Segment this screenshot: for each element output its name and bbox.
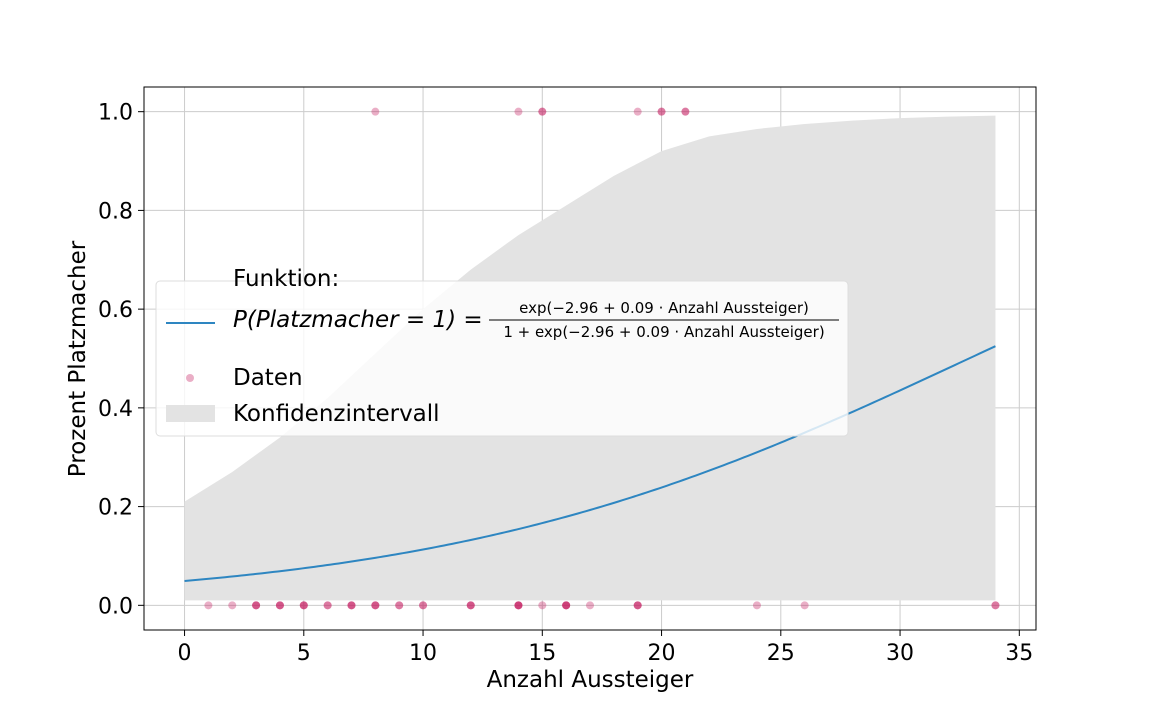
legend-points-swatch (186, 374, 194, 382)
data-point (323, 601, 332, 610)
y-tick-label: 0.2 (98, 496, 133, 521)
data-point (371, 601, 380, 610)
data-point (299, 601, 308, 610)
x-tick-label: 30 (886, 641, 914, 666)
x-tick-label: 35 (1005, 641, 1033, 666)
data-point (347, 601, 356, 610)
x-tick-label: 25 (767, 641, 795, 666)
data-point (204, 601, 213, 610)
x-axis-label: Anzahl Aussteiger (487, 667, 694, 693)
legend-title: Funktion: (233, 266, 339, 292)
x-tick-label: 10 (409, 641, 437, 666)
data-point (562, 601, 571, 610)
data-point (275, 601, 284, 610)
legend-formula-denominator: 1 + exp(−2.96 + 0.09 · Anzahl Aussteiger… (503, 323, 824, 341)
data-point (562, 601, 571, 610)
data-point (586, 601, 594, 610)
data-point (371, 601, 380, 610)
data-point (991, 601, 1000, 610)
data-point (275, 601, 284, 610)
y-tick-label: 1.0 (98, 101, 133, 126)
data-point (538, 107, 547, 116)
tick-labels: 0 5 10 15 20 25 30 35 0.0 0.2 0.4 0.6 0.8 1.0 (98, 101, 1033, 666)
legend-band-swatch (166, 405, 215, 422)
x-tick-label: 5 (297, 641, 311, 666)
axes (138, 86, 1037, 636)
data-point (991, 601, 1000, 610)
legend-formula-lhs: P(Platzmacher = 1) = (233, 307, 483, 333)
x-tick-label: 20 (648, 641, 676, 666)
data-point (514, 107, 523, 116)
legend-band-label: Konfidenzintervall (233, 401, 440, 427)
x-tick-label: 15 (528, 641, 556, 666)
data-point (299, 601, 308, 610)
data-point (800, 601, 809, 610)
data-point (514, 601, 523, 610)
data-point (752, 601, 761, 610)
data-point (514, 601, 523, 610)
data-point (538, 601, 547, 610)
data-point (275, 601, 284, 610)
y-tick-label: 0.6 (98, 298, 133, 323)
data-point (514, 601, 523, 610)
data-point (395, 601, 404, 610)
data-point (562, 601, 571, 610)
data-point (347, 601, 356, 610)
y-tick-label: 0.4 (98, 397, 133, 422)
y-tick-label: 0.0 (98, 594, 133, 619)
data-point (657, 107, 666, 116)
y-tick-label: 0.8 (98, 199, 133, 224)
data-point (657, 107, 666, 116)
data-point (466, 601, 475, 610)
fitted-curve (184, 345, 996, 582)
data-point (419, 601, 428, 610)
data-point (681, 107, 690, 116)
data-point (633, 107, 642, 116)
data-point (371, 601, 380, 610)
data-point (395, 601, 404, 610)
data-point (466, 601, 475, 610)
data-point (681, 107, 690, 116)
data-point (299, 601, 308, 610)
data-point (633, 601, 642, 610)
data-point (466, 601, 475, 610)
data-points-layer (204, 107, 1000, 610)
data-point (633, 601, 642, 610)
data-point (252, 601, 261, 610)
plot-frame (143, 86, 1037, 631)
data-point (347, 601, 356, 610)
data-point (252, 601, 261, 610)
data-point (538, 107, 547, 116)
data-point (228, 601, 237, 610)
data-point (419, 601, 428, 610)
y-axis-label: Prozent Platzmacher (65, 240, 91, 477)
data-point (562, 601, 571, 610)
x-tick-label: 0 (178, 641, 192, 666)
data-point (371, 107, 380, 116)
legend-points-label: Daten (233, 365, 303, 391)
legend: Funktion: P(Platzmacher = 1) = exp(−2.96… (155, 266, 849, 437)
fitted-curve-layer (184, 345, 996, 582)
data-point (633, 601, 642, 610)
data-point (323, 601, 332, 610)
legend-formula-numerator: exp(−2.96 + 0.09 · Anzahl Aussteiger) (519, 299, 809, 317)
data-point (252, 601, 261, 610)
data-point (514, 601, 523, 610)
